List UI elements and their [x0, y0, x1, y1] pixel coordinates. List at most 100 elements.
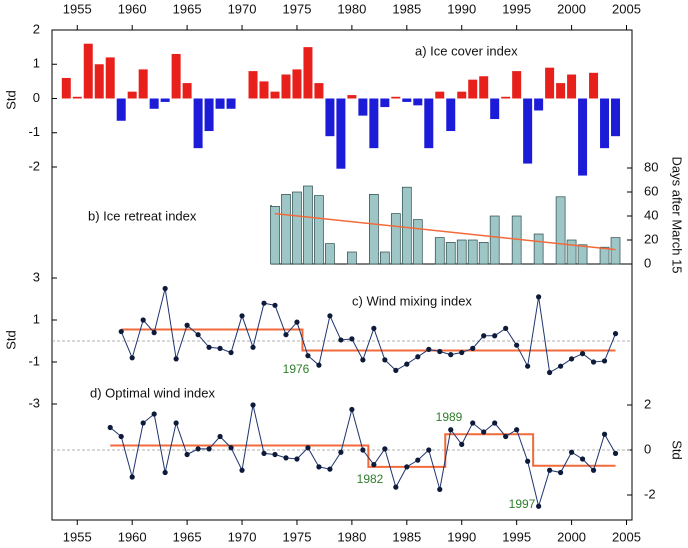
bar: [303, 185, 313, 265]
bar: [412, 219, 423, 265]
y-axis-label: Std: [3, 330, 18, 350]
bar: [512, 71, 522, 99]
bar: [94, 64, 104, 99]
point: [162, 469, 168, 476]
x-tick-label: 1990: [447, 529, 476, 544]
point: [140, 317, 146, 323]
point: [129, 355, 135, 361]
y-axis-label: Days after March 15: [670, 156, 685, 273]
point: [448, 352, 454, 358]
x-tick-label: 1995: [502, 529, 531, 544]
point: [568, 449, 575, 455]
point: [612, 331, 619, 337]
bar: [281, 194, 291, 265]
bar: [577, 244, 588, 265]
bar: [379, 251, 390, 265]
bar: [566, 239, 577, 265]
x-tick-label: 1990: [447, 1, 476, 16]
x-tick-label: 1985: [392, 529, 421, 544]
point: [217, 433, 223, 440]
point: [349, 406, 355, 413]
bar: [556, 83, 566, 99]
bar: [72, 96, 82, 99]
y-tick-label: 0: [644, 441, 651, 456]
bar: [171, 53, 181, 99]
point: [371, 325, 377, 331]
point: [536, 294, 542, 300]
point: [283, 332, 289, 338]
point: [151, 330, 157, 336]
point: [612, 450, 619, 456]
point: [184, 451, 190, 458]
y-axis-label: Std: [3, 90, 18, 110]
series-line: [120, 288, 616, 374]
point: [426, 346, 432, 352]
bar: [467, 239, 478, 265]
bar: [281, 74, 291, 99]
bar: [347, 251, 357, 265]
point: [393, 367, 399, 373]
point: [118, 433, 124, 440]
point: [415, 457, 421, 463]
y-tick-label: 1: [33, 311, 40, 326]
point: [206, 344, 212, 350]
bar: [182, 83, 192, 99]
point: [327, 313, 333, 319]
regime-line: [110, 433, 616, 468]
point: [228, 349, 234, 356]
point: [590, 467, 597, 473]
x-tick-label: 2005: [612, 529, 641, 544]
bar: [391, 96, 401, 99]
x-tick-label: 2005: [612, 1, 641, 16]
point: [382, 446, 388, 452]
bar: [457, 91, 467, 99]
bar: [292, 191, 302, 265]
bar: [270, 91, 280, 99]
point: [217, 345, 223, 351]
y-tick-label: 2: [644, 396, 651, 411]
point: [338, 449, 344, 455]
bar: [369, 98, 379, 149]
x-tick-label: 2000: [557, 529, 586, 544]
point: [393, 484, 399, 490]
bar: [600, 98, 610, 149]
panel-title: b) Ice retreat index: [88, 208, 197, 223]
point: [250, 402, 256, 408]
bar: [534, 98, 544, 111]
bar: [226, 98, 236, 109]
bar: [314, 195, 324, 265]
bar: [149, 98, 159, 109]
bar: [303, 47, 313, 99]
point: [437, 486, 443, 492]
bar: [413, 98, 423, 106]
bar: [424, 98, 434, 149]
x-tick-label: 1985: [392, 1, 421, 16]
point: [426, 447, 432, 453]
bar: [446, 98, 456, 132]
bar: [479, 76, 489, 99]
point: [459, 441, 465, 447]
point: [579, 456, 586, 462]
bar: [292, 69, 302, 99]
point: [514, 427, 520, 433]
y-tick-label: -1: [28, 353, 40, 368]
panel-title: c) Wind mixing index: [352, 293, 472, 308]
point: [349, 336, 355, 342]
x-tick-label: 1980: [337, 529, 366, 544]
bar: [533, 233, 544, 265]
point: [261, 450, 267, 456]
bar: [555, 196, 566, 265]
point: [470, 420, 476, 426]
annotation: 1982: [357, 472, 384, 486]
bar: [369, 194, 379, 265]
y-tick-label: -1: [28, 124, 40, 139]
point: [173, 356, 179, 362]
bar: [599, 246, 610, 265]
x-tick-label: 1955: [63, 529, 92, 544]
bar: [325, 243, 335, 265]
bar: [490, 98, 500, 120]
x-tick-label: 1975: [283, 1, 312, 16]
point: [503, 433, 509, 440]
x-tick-label: 1970: [228, 1, 257, 16]
point: [525, 458, 531, 464]
